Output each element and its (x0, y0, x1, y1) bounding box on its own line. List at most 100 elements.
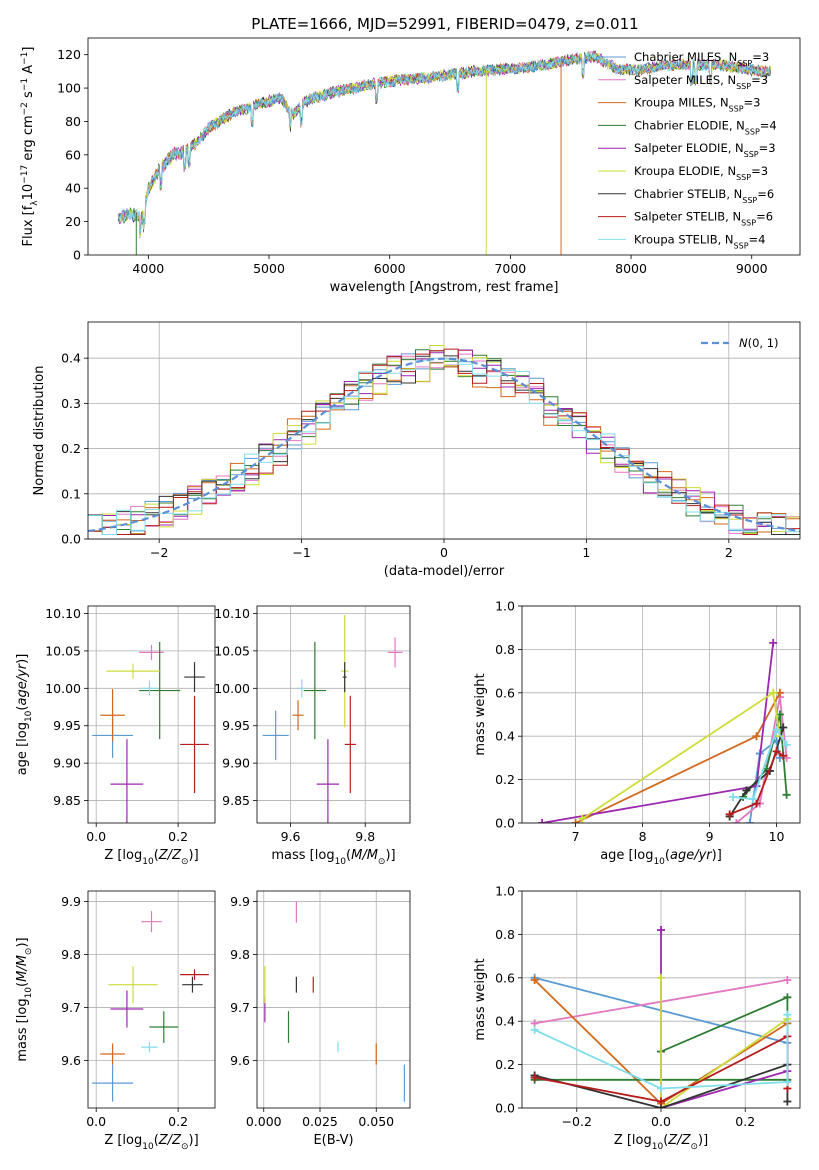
legend-label: Chabrier ELODIE, NSSP=4 (634, 118, 777, 136)
x-tick-label: 10 (769, 829, 785, 844)
y-tick-label: 1.0 (495, 884, 515, 899)
y-tick-label: 0.1 (61, 486, 81, 501)
legend-label: Salpeter ELODIE, NSSP=3 (634, 141, 776, 159)
weight-marker (779, 751, 788, 760)
x-tick-label: 0.0 (86, 1114, 106, 1129)
y-tick-label: 40 (65, 181, 81, 196)
weight-marker (783, 1097, 792, 1106)
y-tick-label: 0.8 (495, 642, 515, 657)
panel-residuals: −2 −1 0 1 2 0.0 0.1 0.2 0.3 0.4 (data-model)/error… (32, 321, 801, 579)
weight-marker (657, 1097, 665, 1106)
x-axis-label: E(B-V) (313, 1133, 353, 1148)
y-axis-label: mass [log10(M/M⊙)] (15, 937, 34, 1061)
weight-marker (571, 819, 580, 823)
figure-title: PLATE=1666, MJD=52991, FIBERID=0479, z=0… (251, 15, 638, 33)
y-tick-label: 10.05 (214, 643, 250, 658)
x-axis-label: mass [log10(M/M⊙)] (271, 848, 395, 867)
x-tick-label: 2 (725, 545, 733, 560)
axes-frame (521, 605, 801, 824)
x-tick-label: −1 (292, 545, 310, 560)
y-tick-label: 9.8 (61, 947, 81, 962)
y-tick-label: 9.95 (53, 718, 81, 733)
weight-marker (749, 795, 758, 804)
x-axis-label: (data-model)/error (384, 564, 505, 579)
y-tick-label: 0 (73, 248, 81, 263)
weight-marker (530, 1025, 539, 1034)
axes-frame (87, 890, 216, 1109)
y-tick-label: 0.0 (61, 532, 81, 547)
y-tick-label: 0.0 (495, 1101, 515, 1116)
x-tick-label: 7000 (494, 261, 526, 276)
x-tick-label: 1 (582, 545, 590, 560)
weight-line-7 (729, 750, 784, 816)
weight-marker (772, 725, 781, 734)
y-tick-label: 9.6 (230, 1053, 250, 1068)
y-axis-label: age [log10(age/yr)] (15, 654, 34, 776)
weight-line-5 (660, 977, 788, 1108)
y-tick-label: 9.8 (230, 947, 250, 962)
x-tick-label: 9 (706, 829, 714, 844)
x-tick-label: 0.050 (358, 1114, 394, 1129)
y-tick-label: 9.9 (230, 894, 250, 909)
weight-marker (783, 993, 792, 1002)
y-tick-label: 10.00 (214, 681, 250, 696)
plot-area (262, 614, 403, 823)
weight-marker (745, 819, 754, 823)
plot-area (92, 641, 209, 823)
y-tick-label: 10.05 (45, 643, 81, 658)
x-tick-label: −2 (150, 545, 168, 560)
axes-frame (87, 605, 216, 824)
axes-frame (256, 890, 411, 1109)
weight-marker (783, 975, 792, 984)
x-axis-label: Z [log10(Z/Z⊙)] (104, 1133, 198, 1152)
x-axis-label: Z [log10(Z/Z⊙)] (104, 848, 198, 867)
y-tick-label: 20 (65, 214, 81, 229)
y-axis-label: Normed distribution (32, 366, 47, 496)
weight-marker (775, 688, 784, 697)
y-tick-label: 100 (57, 81, 81, 96)
y-tick-label: 9.95 (222, 718, 250, 733)
weight-marker (752, 799, 761, 808)
panel-mass-vs-Z: 0.0 0.2 9.6 9.7 9.8 9.9 Z [log10(Z/Z⊙)] mass [l… (15, 890, 216, 1152)
y-tick-label: 9.85 (222, 793, 250, 808)
weight-line-8 (732, 727, 788, 801)
y-tick-label: 0.0 (495, 816, 515, 831)
x-tick-label: 0.2 (168, 1114, 188, 1129)
y-tick-label: 9.90 (222, 756, 250, 771)
weight-marker (783, 1077, 792, 1086)
weight-marker (779, 723, 788, 732)
x-tick-label: 9.8 (355, 829, 375, 844)
spectrum-line-0 (118, 51, 771, 234)
weight-marker (530, 975, 539, 984)
weight-marker (732, 819, 741, 823)
y-tick-label: 9.85 (53, 793, 81, 808)
plot-area (92, 911, 209, 1102)
x-axis-label: Z [log10(Z/Z⊙)] (614, 1133, 708, 1152)
legend-label: Kroupa STELIB, NSSP=4 (634, 232, 765, 250)
weight-line-4 (660, 930, 788, 1108)
legend-label: Salpeter MILES, NSSP=3 (634, 73, 768, 91)
spectrum-line-8 (117, 50, 771, 233)
x-tick-label: 0.025 (302, 1114, 338, 1129)
y-tick-label: 9.7 (61, 1000, 81, 1015)
y-tick-label: 1.0 (495, 599, 515, 614)
panel-mass-vs-EBV: 0.000 0.025 0.050 9.6 9.7 9.8 9.9 E(B-V) (230, 890, 411, 1148)
axes-frame (87, 37, 801, 256)
weight-marker (742, 786, 751, 795)
y-tick-label: 0.4 (495, 729, 515, 744)
x-tick-label: 0.0 (651, 1114, 671, 1129)
x-tick-label: −0.2 (562, 1114, 592, 1129)
x-tick-label: 0.000 (246, 1114, 282, 1129)
x-tick-label: 4000 (132, 261, 164, 276)
y-tick-label: 60 (65, 147, 81, 162)
x-tick-label: 5000 (253, 261, 285, 276)
y-tick-label: 0.2 (61, 441, 81, 456)
panel-age-vs-mass: 9.6 9.8 9.85 9.90 9.95 10.00 10.05 10.10 mass [l… (214, 605, 411, 867)
y-tick-label: 10.10 (45, 606, 81, 621)
y-tick-label: 0.4 (495, 1014, 515, 1029)
y-tick-label: 0.6 (495, 970, 515, 985)
x-axis-label: wavelength [Angstrom, rest frame] (330, 280, 559, 295)
weight-marker (538, 819, 547, 823)
panel-spectrum: 4000 5000 6000 7000 8000 9000 0 20 40 60 80 100 120 w… (20, 37, 801, 295)
